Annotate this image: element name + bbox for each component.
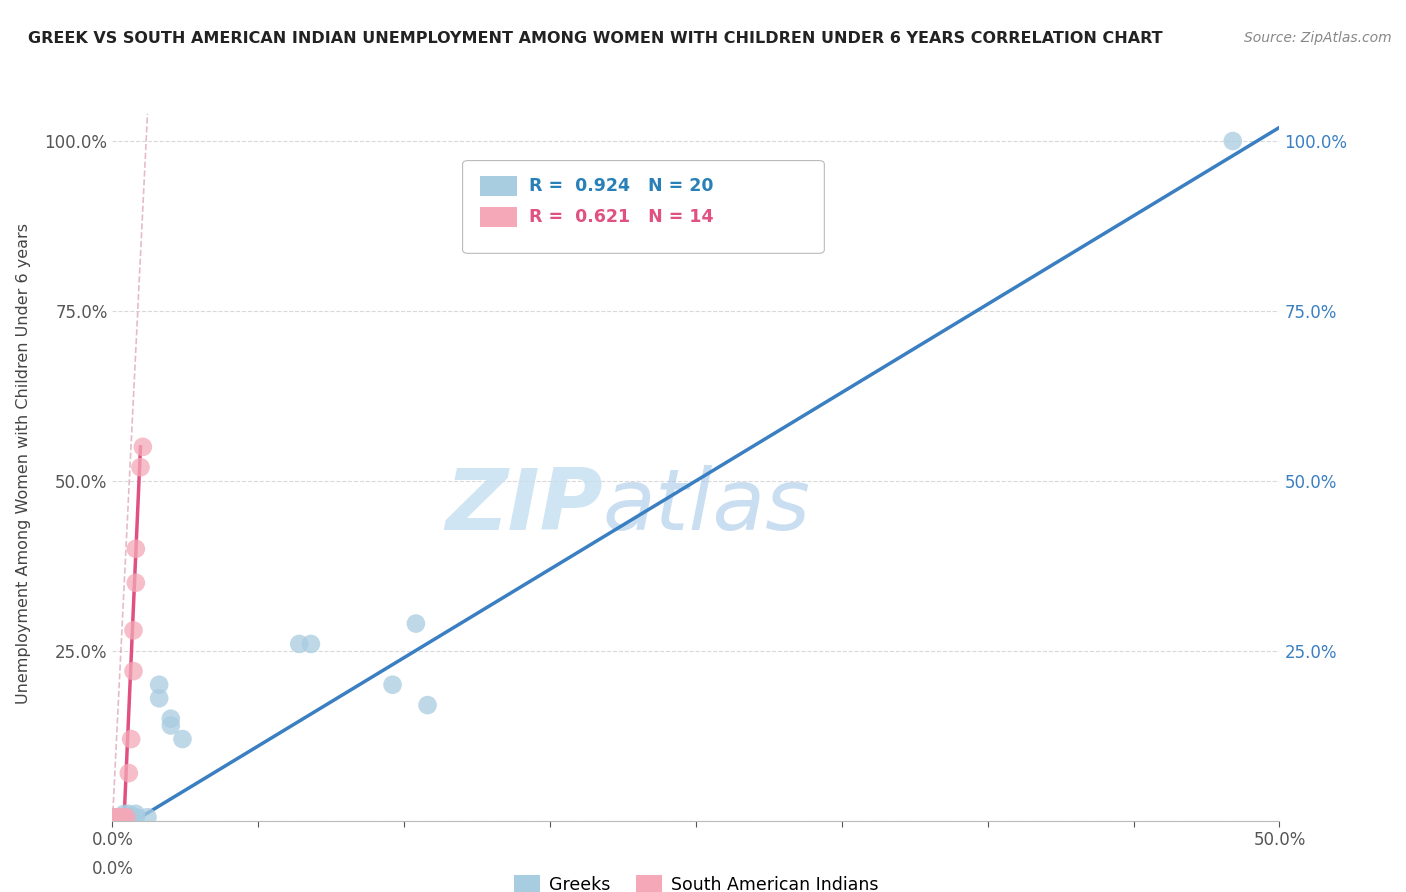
Point xyxy=(112,810,135,824)
Point xyxy=(416,698,439,712)
Point xyxy=(105,810,128,824)
Text: GREEK VS SOUTH AMERICAN INDIAN UNEMPLOYMENT AMONG WOMEN WITH CHILDREN UNDER 6 YE: GREEK VS SOUTH AMERICAN INDIAN UNEMPLOYM… xyxy=(28,31,1163,46)
Point xyxy=(132,440,155,454)
Legend: Greeks, South American Indians: Greeks, South American Indians xyxy=(513,875,879,892)
Point xyxy=(122,664,145,678)
Point xyxy=(104,810,127,824)
Y-axis label: Unemployment Among Women with Children Under 6 years: Unemployment Among Women with Children U… xyxy=(15,223,31,705)
Point xyxy=(405,616,427,631)
Point xyxy=(115,810,138,824)
Point xyxy=(108,810,131,824)
Point xyxy=(108,810,131,824)
Point xyxy=(120,810,142,824)
Point xyxy=(148,678,170,692)
Point xyxy=(1222,134,1244,148)
Point xyxy=(122,810,145,824)
Point xyxy=(111,810,134,824)
Point xyxy=(112,806,135,821)
Bar xyxy=(479,176,517,195)
Point xyxy=(125,541,148,556)
Point xyxy=(148,691,170,706)
Point xyxy=(111,810,134,824)
Point xyxy=(115,810,138,824)
Point xyxy=(125,810,148,824)
Point xyxy=(122,624,145,638)
Point xyxy=(104,810,127,824)
Point xyxy=(172,732,194,747)
Point xyxy=(125,575,148,590)
Text: 0.0%: 0.0% xyxy=(91,860,134,878)
Text: R =  0.621   N = 14: R = 0.621 N = 14 xyxy=(529,208,714,226)
Point xyxy=(288,637,311,651)
Point xyxy=(105,810,128,824)
Point xyxy=(136,810,159,824)
Point xyxy=(160,712,183,726)
Text: atlas: atlas xyxy=(603,465,811,549)
FancyBboxPatch shape xyxy=(463,161,824,253)
Point xyxy=(120,732,142,747)
Point xyxy=(381,678,404,692)
Point xyxy=(112,810,135,824)
Point xyxy=(118,766,141,780)
Text: Source: ZipAtlas.com: Source: ZipAtlas.com xyxy=(1244,31,1392,45)
Point xyxy=(129,460,152,475)
Text: R =  0.924   N = 20: R = 0.924 N = 20 xyxy=(529,177,714,194)
Bar xyxy=(479,207,517,227)
Point xyxy=(299,637,322,651)
Text: ZIP: ZIP xyxy=(444,465,603,549)
Point xyxy=(160,718,183,732)
Point xyxy=(125,806,148,821)
Point xyxy=(118,806,141,821)
